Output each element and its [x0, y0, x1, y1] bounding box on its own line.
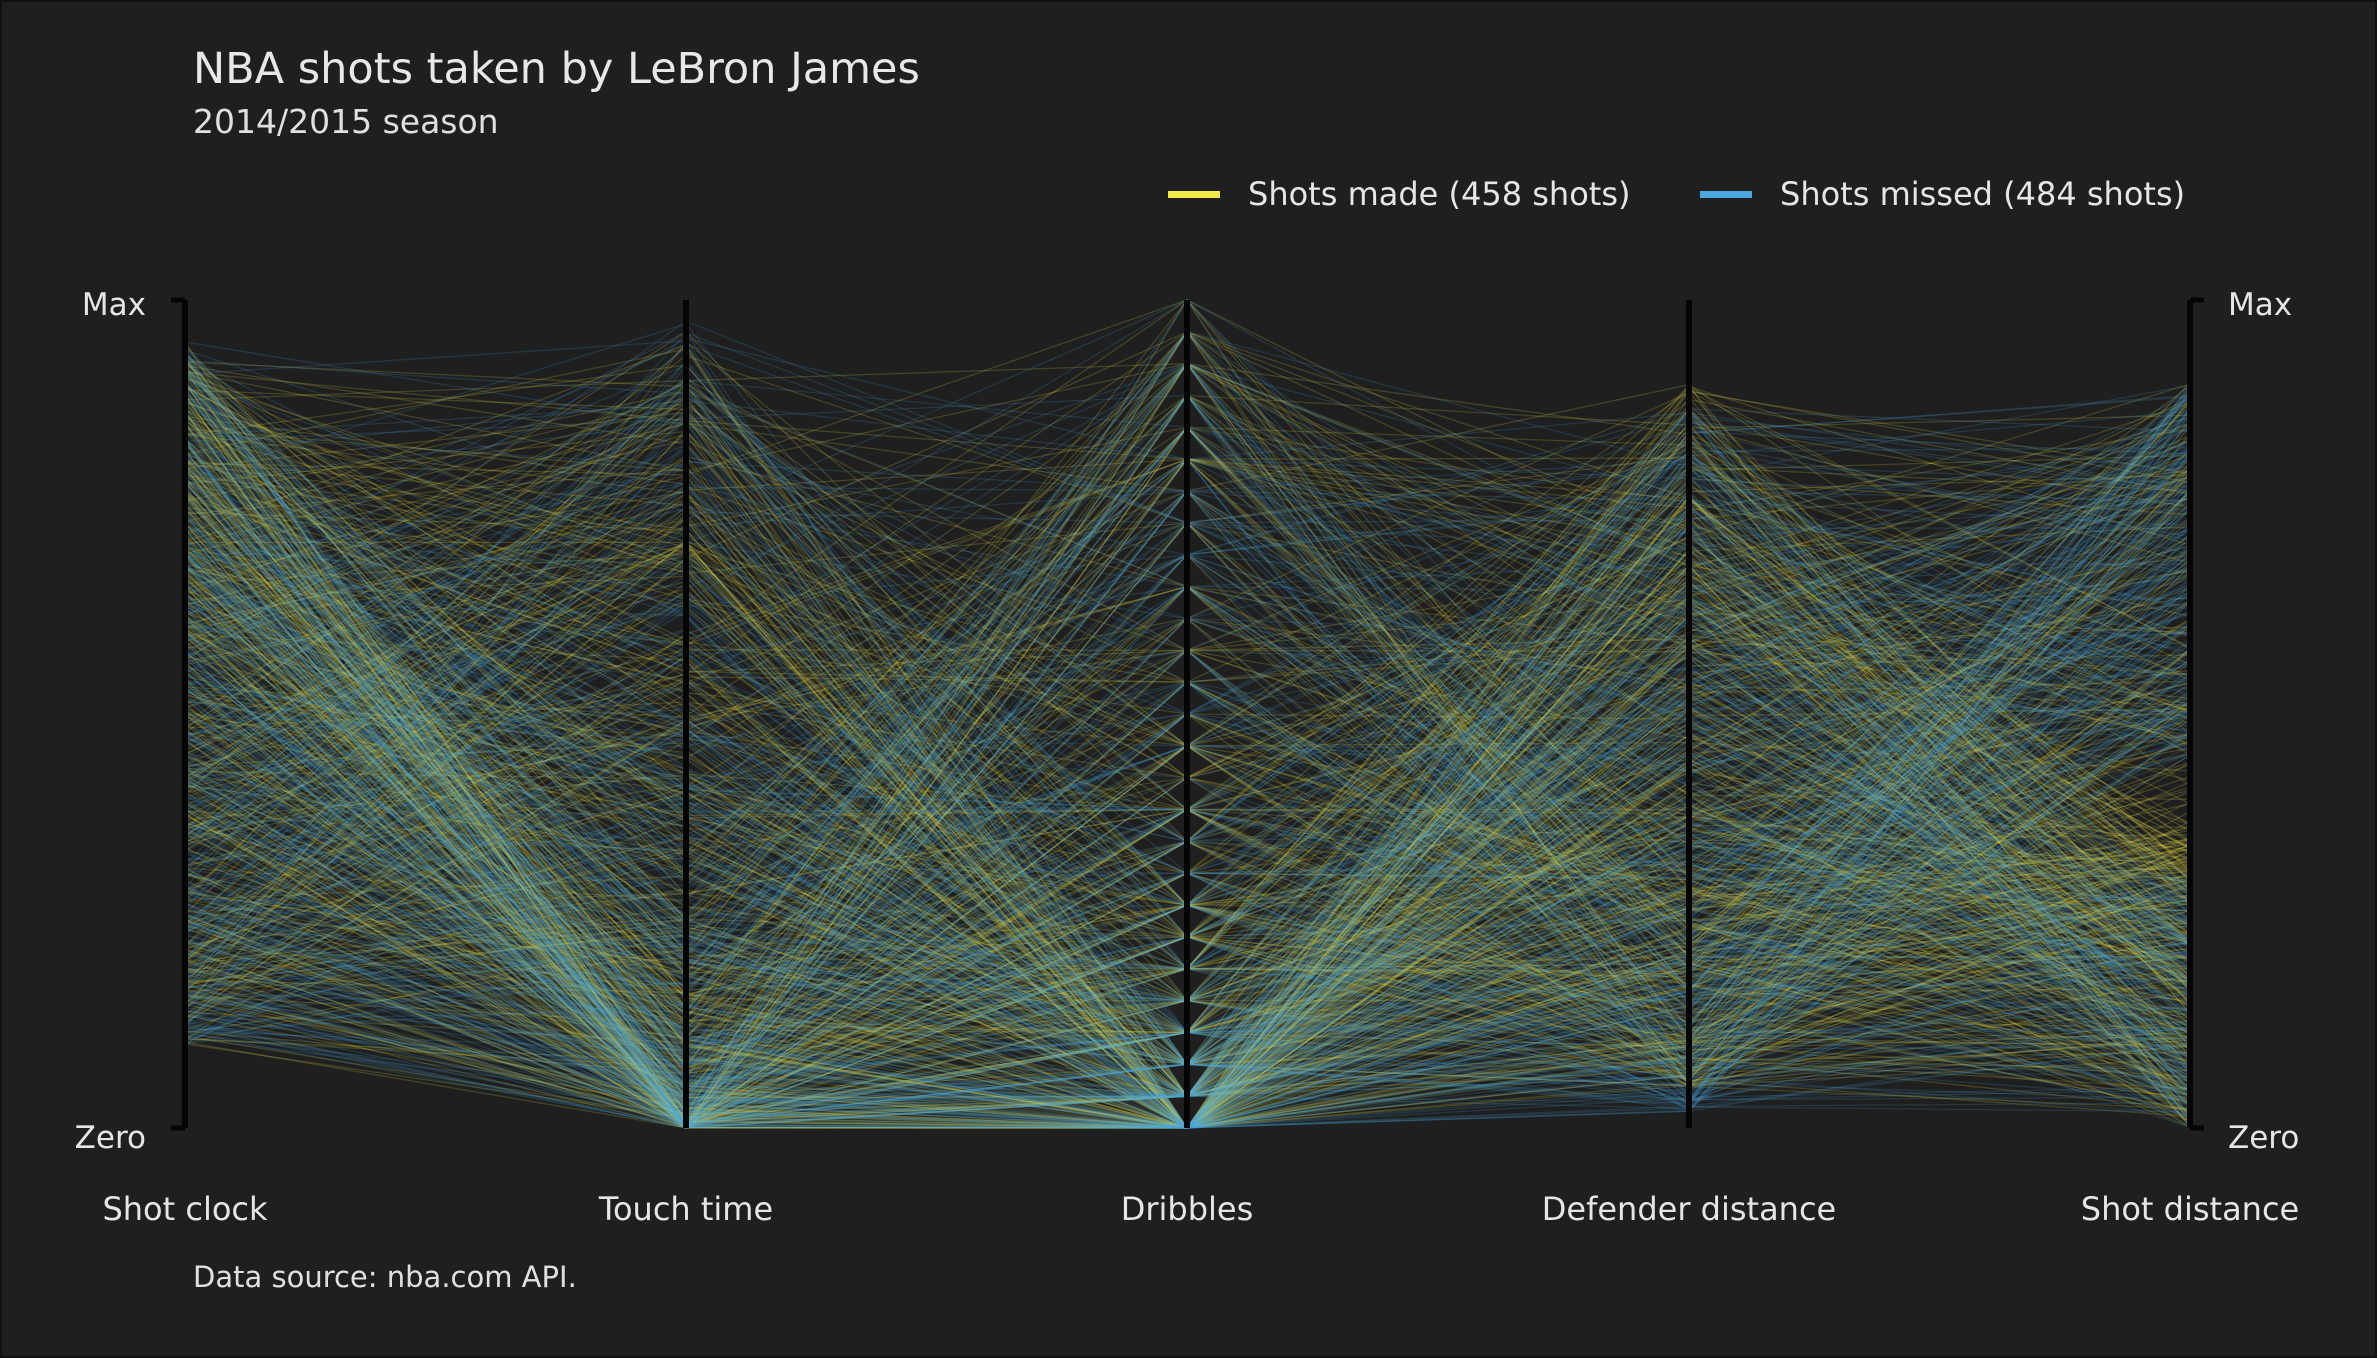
series-missed — [184, 298, 2191, 1130]
chart-subtitle: 2014/2015 season — [193, 102, 499, 141]
dimension-label-shot-clock: Shot clock — [102, 1190, 268, 1228]
data-source-note: Data source: nba.com API. — [193, 1260, 577, 1294]
legend-item-missed: Shots missed (484 shots) — [1700, 170, 2185, 218]
legend-label-missed: Shots missed (484 shots) — [1780, 175, 2186, 213]
left-min-label: Zero — [75, 1120, 146, 1156]
axes — [171, 297, 2204, 1131]
legend-label-made: Shots made (458 shots) — [1248, 175, 1631, 213]
right-max-label: Max — [2228, 287, 2292, 323]
dimension-label-defender-distance: Defender distance — [1542, 1190, 1836, 1228]
legend-item-made: Shots made (458 shots) — [1168, 170, 1630, 218]
legend-swatch-made — [1168, 190, 1220, 198]
legend-swatch-missed — [1700, 190, 1752, 198]
dimension-label-shot-distance: Shot distance — [2081, 1190, 2299, 1228]
left-max-label: Max — [82, 287, 146, 323]
dimension-label-touch-time: Touch time — [598, 1190, 773, 1228]
dimension-label-dribbles: Dribbles — [1121, 1190, 1254, 1228]
right-min-label: Zero — [2228, 1120, 2299, 1156]
dimension-labels: Shot clock Touch time Dribbles Defender dis… — [102, 1190, 2299, 1228]
chart-title: NBA shots taken by LeBron James — [193, 44, 920, 94]
